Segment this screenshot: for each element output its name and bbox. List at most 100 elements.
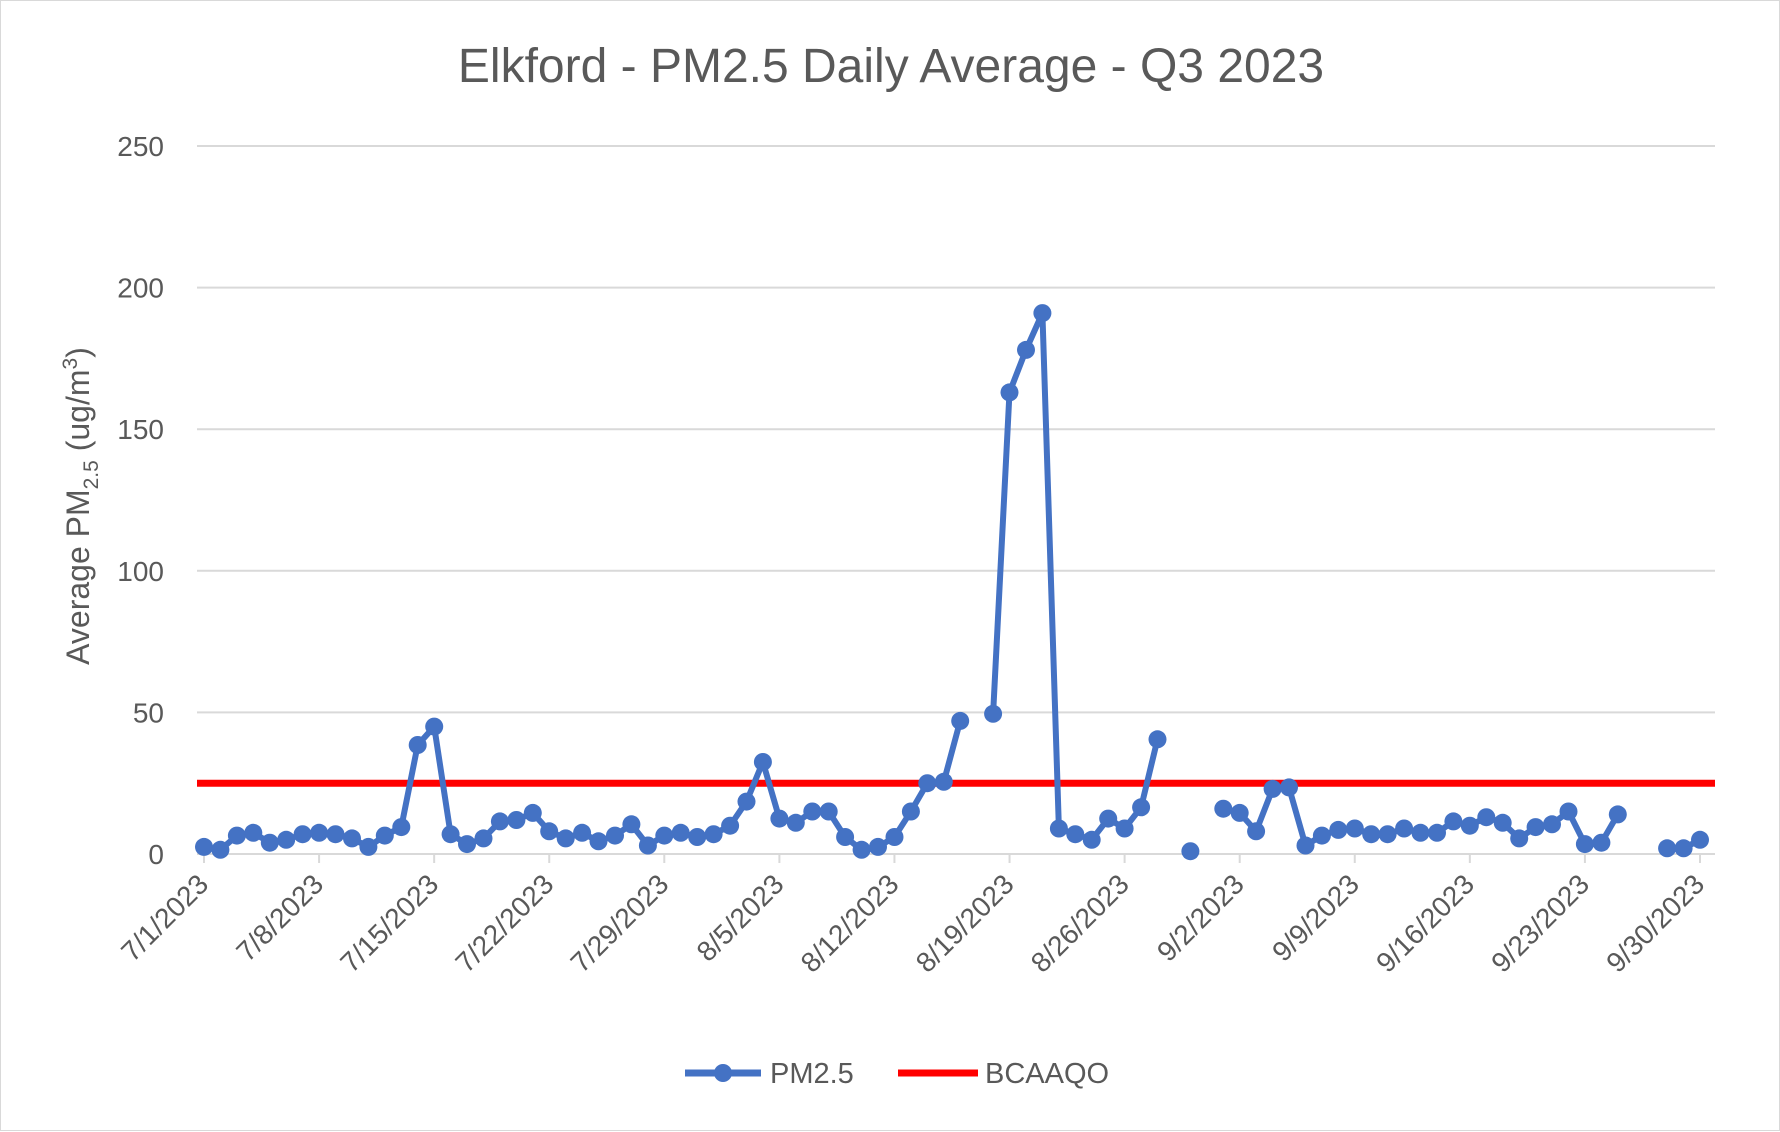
data-point-pm25: [425, 717, 444, 736]
x-tick-label: 7/15/2023: [334, 868, 444, 978]
x-tick-label: 9/16/2023: [1370, 868, 1480, 978]
data-point-pm25: [1691, 830, 1709, 849]
series-layer: [195, 304, 1715, 861]
data-point-pm25: [523, 803, 542, 822]
data-point-pm25: [1658, 839, 1677, 858]
data-point-pm25: [1115, 819, 1134, 838]
data-point-pm25: [1493, 813, 1512, 832]
data-point-pm25: [1181, 842, 1200, 861]
x-tick-label: 7/29/2023: [565, 868, 675, 978]
data-point-pm25: [934, 772, 953, 791]
data-point-pm25: [1066, 825, 1085, 844]
data-point-pm25: [1395, 819, 1414, 838]
legend-swatch-pm25-marker: [714, 1064, 732, 1082]
data-point-pm25: [195, 837, 213, 856]
data-point-pm25: [260, 833, 279, 852]
data-point-pm25: [1378, 825, 1397, 844]
data-point-pm25: [1017, 340, 1035, 359]
data-point-pm25: [343, 829, 361, 848]
data-point-pm25: [918, 774, 937, 793]
data-point-pm25: [540, 822, 559, 841]
data-point-pm25: [458, 835, 476, 854]
data-point-pm25: [277, 830, 296, 849]
data-point-pm25: [1428, 823, 1446, 842]
y-tick-label: 200: [117, 273, 164, 304]
y-tick-label: 50: [133, 697, 164, 728]
data-point-pm25: [1575, 835, 1594, 854]
data-point-pm25: [1312, 826, 1331, 845]
data-point-pm25: [1033, 304, 1052, 323]
y-axis-title-superscript: 3: [59, 358, 82, 370]
y-tick-label: 100: [117, 556, 164, 587]
data-point-pm25: [1345, 819, 1364, 838]
data-point-pm25: [951, 711, 970, 730]
data-point-pm25: [1362, 825, 1381, 844]
data-point-pm25: [622, 815, 641, 834]
data-point-pm25: [1214, 799, 1233, 818]
legend-label-bcaaqo: BCAAQO: [985, 1058, 1109, 1090]
y-tick-label: 250: [117, 131, 164, 162]
data-point-pm25: [1608, 805, 1627, 824]
data-point-pm25: [1510, 829, 1529, 848]
data-point-pm25: [1296, 836, 1315, 855]
data-point-pm25: [507, 811, 526, 829]
x-tick-label: 8/12/2023: [795, 868, 905, 978]
data-point-pm25: [474, 829, 493, 848]
data-point-pm25: [753, 753, 772, 771]
data-point-pm25: [1049, 819, 1068, 838]
x-tick-label: 7/1/2023: [115, 868, 214, 967]
data-point-pm25: [375, 826, 394, 845]
data-point-pm25: [1148, 730, 1167, 749]
y-tick-label: 0: [148, 839, 164, 870]
data-point-pm25: [786, 813, 805, 832]
y-axis-title-main: Average PM: [60, 489, 96, 665]
x-tick-label: 9/30/2023: [1600, 868, 1710, 978]
data-point-pm25: [1460, 816, 1479, 835]
data-point-pm25: [573, 823, 592, 842]
data-point-pm25: [770, 809, 789, 828]
data-point-pm25: [589, 832, 608, 851]
data-point-pm25: [984, 704, 1003, 723]
data-point-pm25: [704, 825, 723, 844]
data-point-pm25: [819, 802, 838, 821]
data-point-pm25: [326, 825, 345, 844]
data-point-pm25: [359, 837, 378, 856]
x-axis-tick-labels: 7/1/2023 7/8/2023 7/15/2023 7/22/2023 7/29/2…: [115, 854, 1710, 978]
data-point-pm25: [1444, 812, 1463, 831]
data-point-pm25: [1674, 839, 1693, 858]
data-point-pm25: [1543, 815, 1561, 834]
legend-label-pm25: PM2.5: [770, 1058, 854, 1090]
data-point-pm25: [803, 802, 822, 821]
data-point-pm25: [392, 818, 411, 837]
data-point-pm25: [836, 828, 855, 846]
y-axis-title-subscript: 2.5: [80, 460, 103, 489]
x-tick-label: 8/26/2023: [1025, 868, 1135, 978]
data-point-pm25: [688, 828, 707, 846]
data-point-pm25: [1082, 830, 1101, 849]
data-point-pm25: [441, 825, 460, 844]
legend: PM2.5 BCAAQO: [685, 1058, 1109, 1090]
data-point-pm25: [1099, 809, 1118, 828]
data-point-pm25: [901, 802, 920, 821]
y-axis-title-unit: (ug/m: [60, 369, 96, 460]
y-axis-tick-labels: 0 50 100 150 200 250: [117, 131, 164, 870]
data-point-pm25: [1329, 820, 1348, 839]
y-axis-title: Average PM2.5 (ug/m3): [59, 347, 103, 665]
data-point-pm25: [310, 823, 329, 842]
data-point-pm25: [1411, 823, 1430, 842]
y-tick-label: 150: [117, 414, 164, 445]
data-point-pm25: [556, 829, 575, 848]
data-point-pm25: [1263, 779, 1282, 798]
gridlines: [197, 145, 1715, 714]
data-point-pm25: [408, 736, 427, 754]
data-point-pm25: [655, 826, 674, 845]
data-point-pm25: [1477, 808, 1496, 827]
data-point-pm25: [671, 823, 690, 842]
data-point-pm25: [1526, 818, 1545, 837]
data-point-pm25: [1280, 778, 1298, 797]
data-point-pm25: [885, 828, 904, 846]
data-point-pm25: [721, 816, 740, 835]
data-point-pm25: [852, 840, 871, 859]
data-point-pm25: [1000, 383, 1019, 402]
